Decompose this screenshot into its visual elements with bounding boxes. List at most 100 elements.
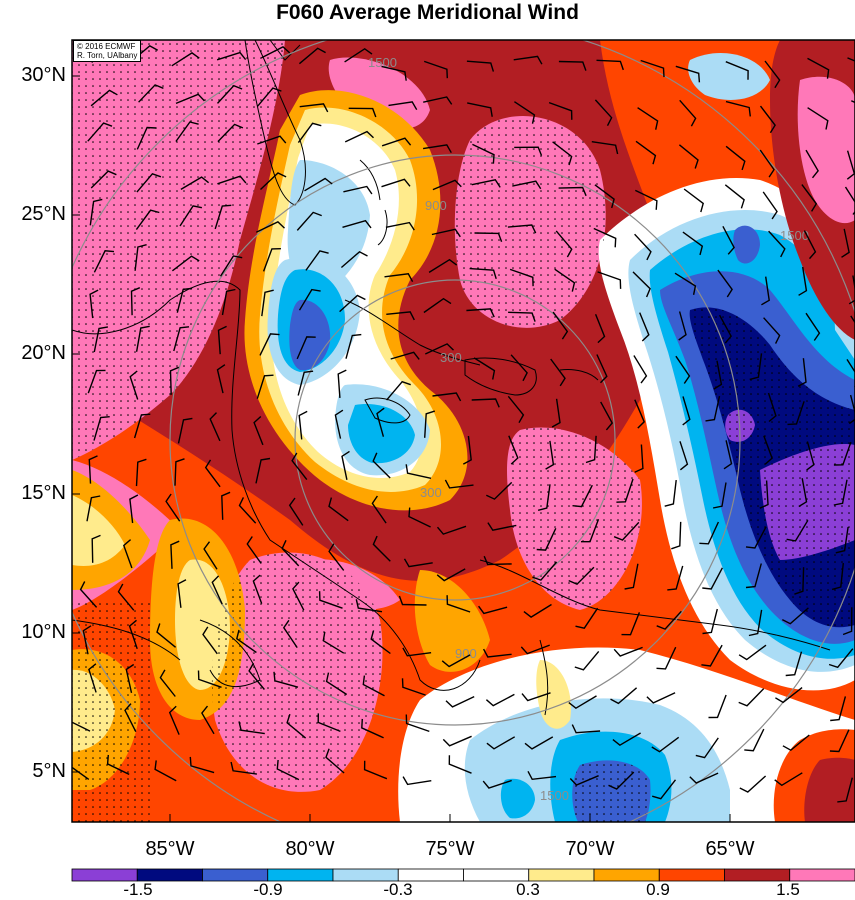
wind-barb <box>462 435 472 465</box>
colorbar-label-4: 0.3 <box>516 880 540 899</box>
wind-barb <box>805 149 819 179</box>
wind-barb <box>297 370 314 396</box>
wind-barb <box>514 146 543 156</box>
wind-barb <box>363 760 388 780</box>
wind-barb <box>717 269 733 298</box>
wind-barb <box>591 141 619 155</box>
wind-barb <box>483 555 512 566</box>
wind-barb <box>759 149 775 178</box>
wind-barb <box>93 416 110 441</box>
wind-barb <box>128 619 138 650</box>
wind-barb <box>385 221 415 231</box>
wind-barb <box>425 343 454 355</box>
wind-barb <box>221 491 231 520</box>
wind-barb <box>613 521 640 541</box>
wind-barb <box>260 172 287 191</box>
wind-barb <box>177 417 193 444</box>
wind-barb <box>328 497 349 522</box>
wind-barb <box>325 672 348 696</box>
wind-barb <box>72 756 90 780</box>
wind-barb <box>282 619 298 648</box>
wind-barb <box>801 184 818 212</box>
wind-barb <box>305 250 329 271</box>
wind-barb <box>597 271 622 289</box>
wind-barb <box>372 452 391 479</box>
wind-barb <box>262 248 281 272</box>
wind-barb <box>428 258 458 273</box>
wind-barb <box>125 663 135 694</box>
wind-barb <box>469 267 497 280</box>
wind-barb <box>678 311 687 341</box>
wind-barb <box>637 107 659 130</box>
wind-barb <box>842 607 853 636</box>
wind-barb <box>261 289 274 317</box>
wind-barb <box>695 737 719 759</box>
wind-barb <box>124 703 137 733</box>
wind-barb <box>548 101 573 120</box>
wind-barb <box>675 355 691 384</box>
wind-barb <box>93 326 109 353</box>
wind-barb <box>445 695 475 708</box>
wind-barb <box>318 591 343 609</box>
wind-barb <box>334 409 344 439</box>
wind-barb <box>482 648 512 658</box>
wind-barb <box>341 450 350 480</box>
map-title: F060 Average Meridional Wind <box>276 1 579 24</box>
wind-barb <box>509 268 534 287</box>
ring-label-1500c: 1500 <box>780 228 809 243</box>
wind-barb <box>775 687 803 704</box>
wind-barb <box>154 760 177 782</box>
wind-barb <box>575 607 599 629</box>
wind-barb <box>106 754 130 776</box>
wind-barb <box>568 695 597 710</box>
wind-barb <box>713 360 723 390</box>
wind-barb <box>348 107 377 118</box>
lon-label-80w: 80°W <box>285 838 335 860</box>
wind-barb <box>201 705 215 735</box>
wind-barb <box>472 143 495 164</box>
wind-barb <box>88 663 97 693</box>
wind-barb <box>87 122 113 142</box>
wind-barb <box>221 288 236 316</box>
wind-barb <box>362 675 385 697</box>
wind-barb <box>558 186 587 197</box>
wind-barb <box>612 732 641 747</box>
wind-barb <box>678 144 699 169</box>
lat-label-5n: 5°N <box>32 760 66 782</box>
wind-barb <box>89 198 103 226</box>
wind-barb <box>90 89 118 107</box>
wind-barb <box>136 126 157 150</box>
wind-barb <box>211 575 223 605</box>
wind-barb <box>423 96 453 105</box>
wind-barb <box>572 484 593 508</box>
lat-label-20n: 20°N <box>21 342 66 364</box>
wind-barb <box>423 297 452 314</box>
wind-barb <box>288 497 304 526</box>
wind-barb <box>744 728 765 752</box>
wind-barb <box>682 396 691 426</box>
wind-barb <box>246 536 262 564</box>
wind-barb <box>325 748 345 774</box>
wind-barb <box>252 574 263 604</box>
wind-barb <box>749 353 763 381</box>
wind-barb <box>478 605 508 615</box>
wind-barb <box>256 374 274 399</box>
wind-barb <box>424 410 436 438</box>
wind-barb <box>171 52 200 67</box>
wind-barb <box>624 563 639 590</box>
wind-barb <box>256 87 282 107</box>
wind-barb <box>797 358 807 387</box>
credit-box: © 2016 ECMWF R. Torn, UAlbany <box>73 40 142 62</box>
wind-barb <box>764 60 781 89</box>
wind-barb <box>568 566 595 586</box>
wind-barb <box>381 137 412 147</box>
wind-barb <box>774 772 803 787</box>
wind-barb <box>216 84 243 104</box>
wind-barb <box>521 692 551 702</box>
wind-barb <box>803 230 817 260</box>
wind-barb <box>639 312 650 342</box>
wind-barb <box>217 175 247 185</box>
wind-barb <box>138 84 164 103</box>
wind-barb <box>486 481 513 500</box>
wind-barb <box>830 696 847 722</box>
